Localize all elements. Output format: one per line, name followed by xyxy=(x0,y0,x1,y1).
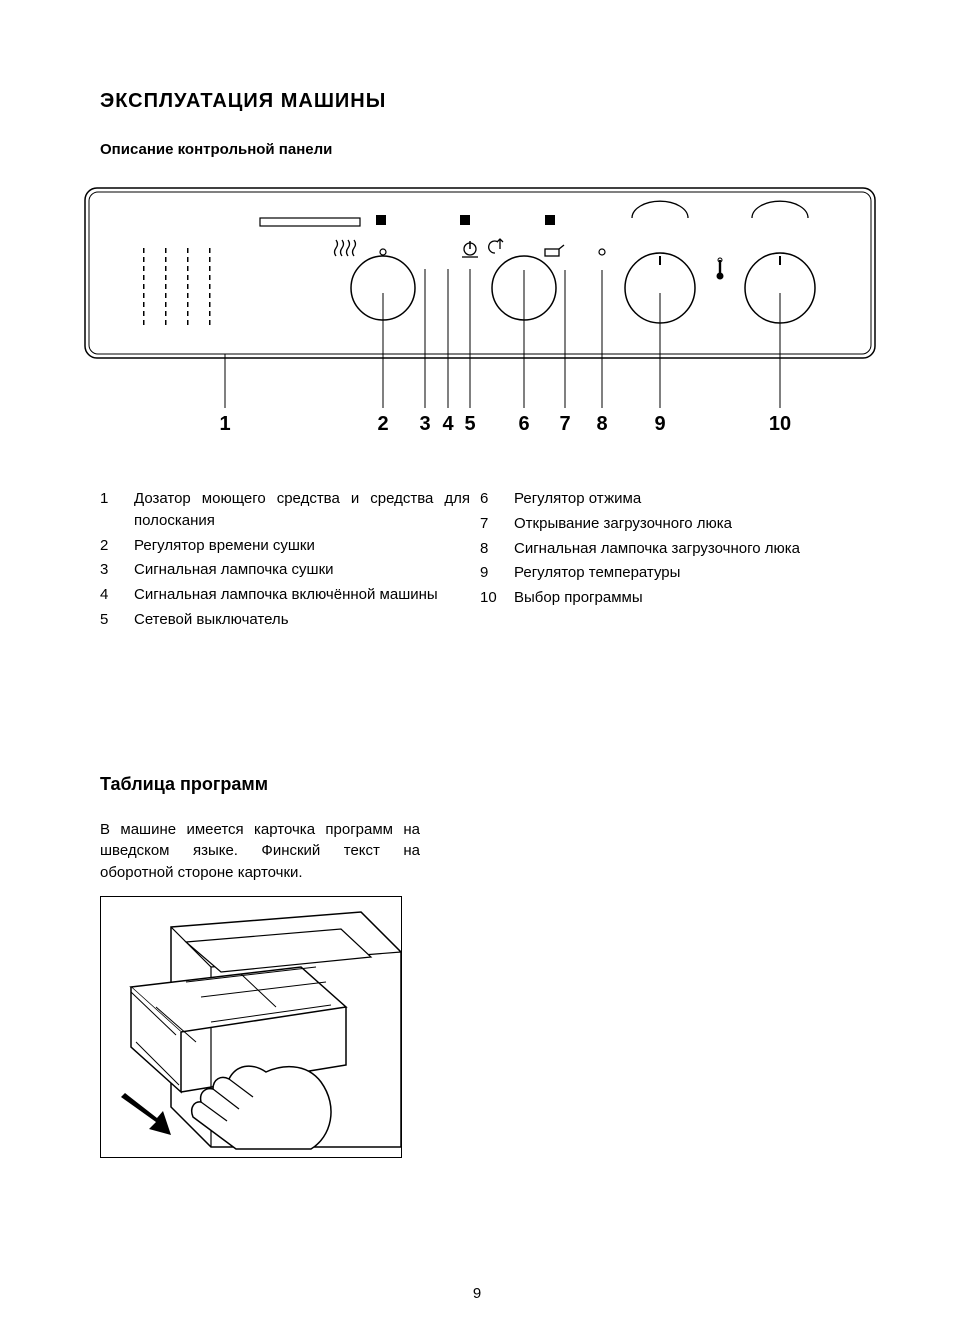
program-intro-text: В машине имеется карточка программ на шв… xyxy=(100,819,420,884)
legend-item: 2Регулятор времени сушки xyxy=(100,535,470,557)
svg-text:6: 6 xyxy=(518,413,529,435)
program-table-heading: Таблица программ xyxy=(100,774,874,795)
svg-text:5: 5 xyxy=(464,413,475,435)
legend-item: 10Выбор программы xyxy=(480,587,850,609)
legend-number: 3 xyxy=(100,559,134,581)
legend-text: Сигнальная лампочка включённой машины xyxy=(134,584,470,606)
legend-item: 7Открывание загрузочного люка xyxy=(480,513,850,535)
manual-page: ЭКСПЛУАТАЦИЯ МАШИНЫ Описание контрольной… xyxy=(0,0,954,1342)
page-title: ЭКСПЛУАТАЦИЯ МАШИНЫ xyxy=(100,90,874,113)
program-table-section: Таблица программ В машине имеется карточ… xyxy=(100,774,874,1158)
legend-text: Сигнальная лампочка загрузочного люка xyxy=(514,538,850,560)
svg-text:7: 7 xyxy=(559,413,570,435)
svg-text:1: 1 xyxy=(219,413,230,435)
legend-item: 8Сигнальная лампочка загрузочного люка xyxy=(480,538,850,560)
svg-text:3: 3 xyxy=(419,413,430,435)
legend-number: 6 xyxy=(480,488,514,510)
svg-text:2: 2 xyxy=(377,413,388,435)
control-panel-diagram: 1 2 345 6 7 8 9 10 xyxy=(80,178,880,438)
page-number: 9 xyxy=(0,1285,954,1302)
legend-lists: 1Дозатор моющего средства и средства для… xyxy=(100,488,874,634)
legend-item: 4Сигнальная лампочка включённой машины xyxy=(100,584,470,606)
legend-text: Регулятор отжима xyxy=(514,488,850,510)
legend-item: 5Сетевой выключатель xyxy=(100,609,470,631)
legend-right-column: 6Регулятор отжима7Открывание загрузочног… xyxy=(480,488,850,634)
svg-text:10: 10 xyxy=(769,413,791,435)
legend-left-column: 1Дозатор моющего средства и средства для… xyxy=(100,488,470,634)
legend-number: 4 xyxy=(100,584,134,606)
svg-text:9: 9 xyxy=(654,413,665,435)
legend-number: 5 xyxy=(100,609,134,631)
legend-item: 9Регулятор температуры xyxy=(480,562,850,584)
legend-item: 1Дозатор моющего средства и средства для… xyxy=(100,488,470,532)
legend-text: Выбор программы xyxy=(514,587,850,609)
legend-text: Дозатор моющего средства и средства для … xyxy=(134,488,470,532)
svg-text:4: 4 xyxy=(442,413,454,435)
legend-number: 10 xyxy=(480,587,514,609)
legend-text: Регулятор температуры xyxy=(514,562,850,584)
legend-item: 3Сигнальная лампочка сушки xyxy=(100,559,470,581)
legend-number: 2 xyxy=(100,535,134,557)
legend-item: 6Регулятор отжима xyxy=(480,488,850,510)
drawer-illustration xyxy=(100,896,402,1158)
legend-number: 9 xyxy=(480,562,514,584)
legend-number: 7 xyxy=(480,513,514,535)
legend-text: Сигнальная лампочка сушки xyxy=(134,559,470,581)
legend-number: 8 xyxy=(480,538,514,560)
panel-description-heading: Описание контрольной панели xyxy=(100,141,874,158)
legend-text: Сетевой выключатель xyxy=(134,609,470,631)
legend-number: 1 xyxy=(100,488,134,532)
legend-text: Открывание загрузочного люка xyxy=(514,513,850,535)
svg-text:8: 8 xyxy=(596,413,607,435)
legend-text: Регулятор времени сушки xyxy=(134,535,470,557)
